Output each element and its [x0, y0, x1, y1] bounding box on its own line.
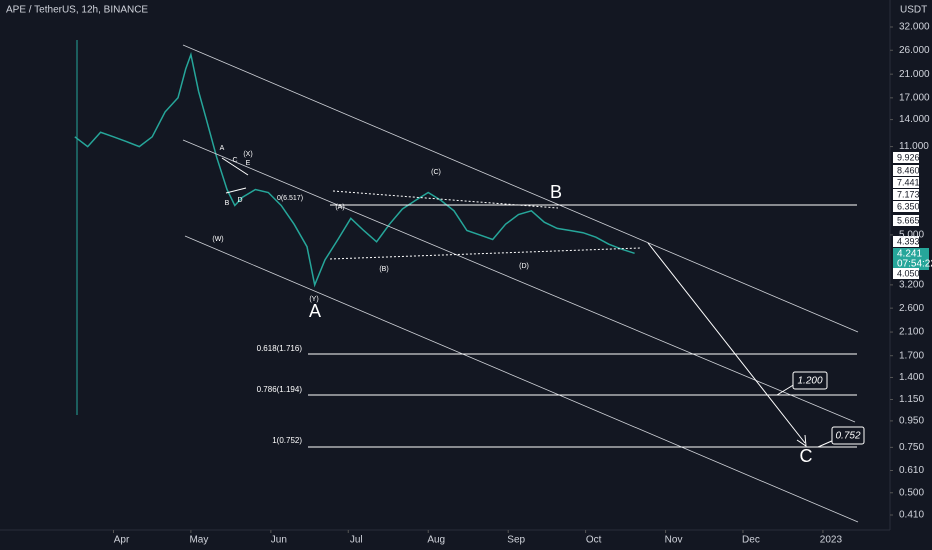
y-tick-label: 0.950: [899, 416, 924, 427]
callout-box: [792, 371, 828, 390]
chart-title: APE / TetherUS, 12h, BINANCE: [6, 5, 148, 16]
y-tick-label: 1.700: [899, 350, 924, 361]
annotation: B: [550, 182, 562, 202]
price-box: [893, 236, 919, 247]
callout-line: [817, 439, 835, 448]
x-tick-label: Nov: [665, 535, 683, 546]
price-label: 8.460: [897, 165, 920, 175]
price-label: 5.665: [897, 215, 920, 225]
callout-text: 1.200: [797, 376, 822, 387]
annotation: (B): [379, 266, 388, 273]
channel-line: [182, 44, 859, 333]
y-tick-label: 0.500: [899, 487, 924, 498]
annotation: (Y): [309, 296, 318, 303]
x-tick-label: Apr: [114, 535, 130, 546]
channel-line: [184, 235, 859, 523]
annotation: E: [246, 160, 251, 167]
x-tick-label: Dec: [742, 535, 760, 546]
y-tick-label: 0.610: [899, 465, 924, 476]
y-tick-label: 17.000: [899, 92, 930, 103]
annotation: (C): [431, 169, 441, 176]
price-line: [74, 51, 635, 288]
price-box: [893, 189, 919, 200]
annotation: (D): [519, 263, 529, 270]
countdown: 07:54:22: [897, 259, 932, 270]
fib-label: 1(0.752): [272, 436, 302, 445]
y-tick-label: 11.000: [899, 141, 929, 152]
y-tick-label: 5.000: [899, 230, 924, 241]
y-tick-label: 0.750: [899, 442, 924, 453]
current-price: 4.241: [897, 249, 922, 260]
annotation: (A): [335, 204, 344, 211]
price-box: [893, 152, 919, 163]
annotation: (X): [243, 151, 252, 158]
arrow-head: [796, 434, 807, 447]
dotted-line: [332, 190, 559, 209]
annotation: 0(6.517): [277, 195, 303, 202]
y-tick-label: 3.200: [899, 280, 924, 291]
annotation: B: [225, 200, 230, 207]
price-labels: 9.926 8.460 7.441 7.173 6.350 5.665 4.39…: [893, 152, 932, 279]
x-tick-label: May: [189, 535, 208, 546]
y-tick-label: 14.000: [899, 114, 930, 125]
x-tick-label: Sep: [507, 535, 525, 546]
price-box: [893, 201, 919, 212]
x-tick-label: Jul: [350, 535, 363, 546]
price-label: 7.173: [897, 189, 920, 199]
y-tick-label: 2.100: [899, 327, 924, 338]
price-box: [893, 165, 919, 176]
callout-text: 0.752: [835, 431, 860, 442]
annotation: A: [220, 145, 225, 152]
price-box: [893, 177, 919, 188]
fib-label: 0.786(1.194): [257, 385, 303, 394]
y-tick-label: 1.400: [899, 372, 924, 383]
price-label: 4.393: [897, 236, 920, 246]
y-tick-label: 2.600: [899, 303, 924, 314]
price-label: 6.350: [897, 201, 920, 211]
current-price-box: [893, 248, 929, 270]
price-box: [893, 215, 919, 226]
wave-line: [221, 157, 249, 176]
y-tick-label: 32.000: [899, 22, 930, 33]
x-tick-label: Jun: [271, 535, 287, 546]
x-tick-label: Oct: [586, 535, 602, 546]
y-tick-label: 21.000: [899, 69, 930, 80]
annotation: A: [309, 301, 321, 321]
y-tick-label: 26.000: [899, 45, 930, 56]
callout-box: [831, 426, 865, 445]
channel-line: [182, 139, 856, 423]
price-label: 4.050: [897, 268, 920, 278]
y-tick-label: 0.410: [899, 510, 924, 521]
price-box: [893, 268, 919, 279]
annotation: (W): [212, 236, 223, 243]
wave-line: [225, 187, 247, 194]
annotation: D: [237, 197, 242, 204]
x-tick-label: 2023: [820, 535, 843, 546]
price-label: 7.441: [897, 177, 920, 187]
fib-label: 0.618(1.716): [257, 344, 303, 353]
price-label: 9.926: [897, 152, 920, 162]
annotation: C: [800, 446, 813, 466]
callout-line: [776, 383, 796, 396]
arrow: [647, 242, 806, 444]
x-tick-label: Aug: [427, 535, 445, 546]
y-axis-label: USDT: [900, 5, 927, 16]
y-tick-label: 1.150: [899, 394, 924, 405]
drawings: [182, 44, 865, 523]
annotation: C: [232, 157, 237, 164]
